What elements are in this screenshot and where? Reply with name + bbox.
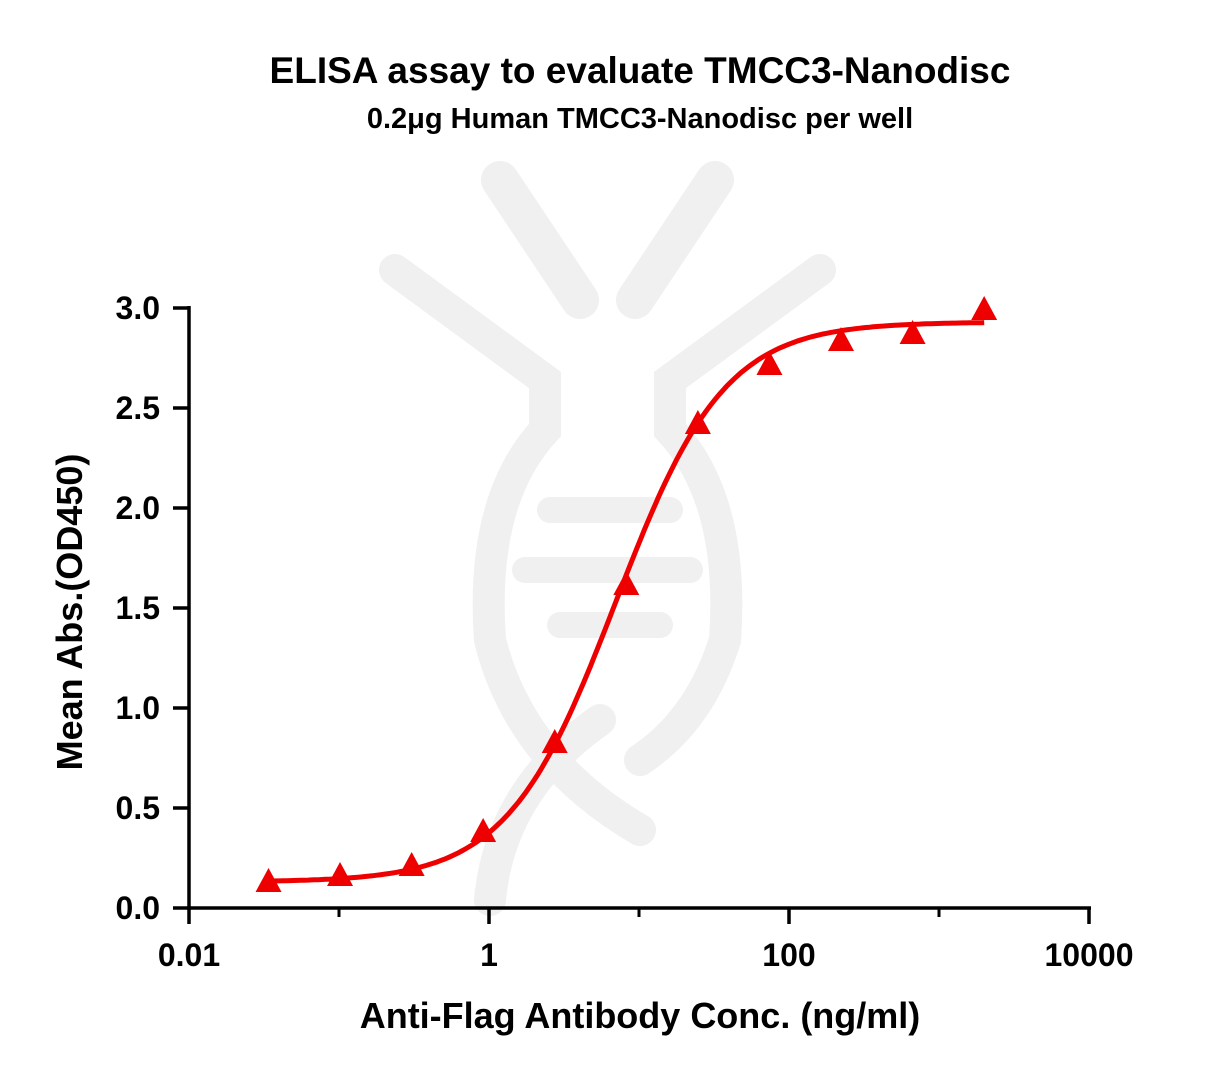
y-tick-label: 2.5	[116, 390, 160, 426]
chart-title: ELISA assay to evaluate TMCC3-Nanodisc	[270, 50, 1011, 91]
y-tick-label: 3.0	[116, 290, 160, 326]
y-tick-label: 1.5	[116, 590, 160, 626]
x-tick-label: 100	[762, 937, 815, 973]
x-tick-label: 1	[480, 937, 498, 973]
data-point	[398, 852, 425, 876]
fit-curve	[268, 320, 985, 884]
data-point	[899, 320, 926, 344]
data-point	[971, 296, 998, 320]
data-point	[541, 729, 568, 753]
watermark-logo	[379, 161, 836, 916]
y-tick-label: 1.0	[116, 690, 160, 726]
data-point	[327, 862, 354, 886]
y-axis-label: Mean Abs.(OD450)	[49, 454, 90, 771]
data-point	[470, 818, 497, 842]
y-tick-label: 2.0	[116, 490, 160, 526]
data-point	[684, 410, 711, 434]
y-tick-label: 0.5	[116, 790, 160, 826]
data-point	[255, 868, 282, 892]
chart-subtitle: 0.2μg Human TMCC3-Nanodisc per well	[367, 103, 913, 135]
x-tick-label: 0.01	[158, 937, 220, 973]
x-axis-label: Anti-Flag Antibody Conc. (ng/ml)	[360, 995, 921, 1036]
data-point	[613, 571, 640, 595]
data-point	[828, 327, 855, 351]
y-tick-label: 0.0	[116, 890, 160, 926]
x-tick-label: 10000	[1045, 937, 1134, 973]
data-point	[756, 351, 783, 375]
